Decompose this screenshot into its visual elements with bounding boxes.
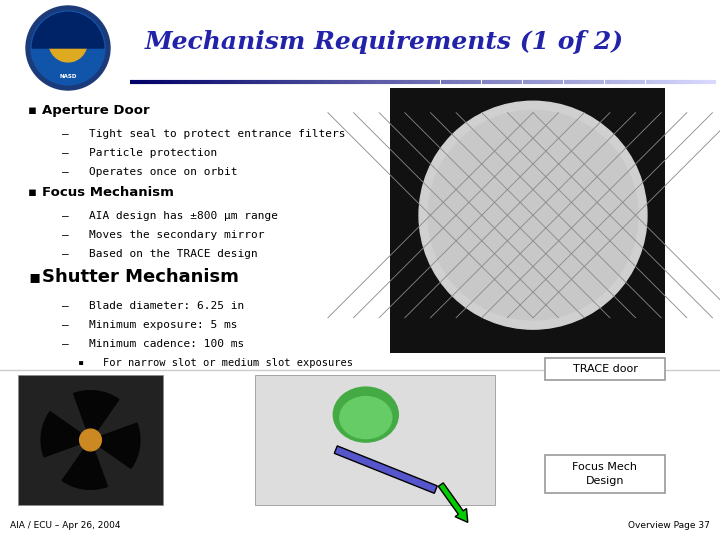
Text: AIA / ECU – Apr 26, 2004: AIA / ECU – Apr 26, 2004 xyxy=(10,521,120,530)
Text: –   Moves the secondary mirror: – Moves the secondary mirror xyxy=(62,230,264,240)
FancyArrow shape xyxy=(438,483,468,522)
Bar xyxy=(545,455,665,493)
Text: ▪: ▪ xyxy=(28,104,37,117)
Text: –   AIA design has ±800 μm range: – AIA design has ±800 μm range xyxy=(62,211,278,221)
Text: –   Minimum cadence: 100 ms: – Minimum cadence: 100 ms xyxy=(62,339,244,349)
Bar xyxy=(545,358,665,380)
Text: Focus Mech
Design: Focus Mech Design xyxy=(572,462,637,486)
Circle shape xyxy=(80,429,102,451)
Circle shape xyxy=(26,6,110,90)
Text: ▪   For narrow slot or medium slot exposures: ▪ For narrow slot or medium slot exposur… xyxy=(78,358,353,368)
Wedge shape xyxy=(41,411,91,457)
Text: ▪: ▪ xyxy=(28,268,40,286)
Ellipse shape xyxy=(333,387,398,442)
Text: –   Minimum exposure: 5 ms: – Minimum exposure: 5 ms xyxy=(62,320,238,330)
Text: –   Based on the TRACE design: – Based on the TRACE design xyxy=(62,249,258,259)
Text: TRACE door: TRACE door xyxy=(572,364,637,374)
FancyArrow shape xyxy=(334,446,437,494)
Circle shape xyxy=(419,102,647,329)
Text: Overview Page 37: Overview Page 37 xyxy=(628,521,710,530)
Wedge shape xyxy=(73,390,119,440)
Bar xyxy=(255,375,495,505)
Wedge shape xyxy=(62,440,107,489)
Wedge shape xyxy=(32,12,104,48)
Text: –   Particle protection: – Particle protection xyxy=(62,148,217,158)
Wedge shape xyxy=(91,423,140,468)
Circle shape xyxy=(31,11,105,85)
Text: NASD: NASD xyxy=(59,73,77,78)
Text: ▪: ▪ xyxy=(28,186,37,199)
Text: Focus Mechanism: Focus Mechanism xyxy=(42,186,174,199)
Text: –   Tight seal to protect entrance filters: – Tight seal to protect entrance filters xyxy=(62,129,346,139)
Ellipse shape xyxy=(340,396,392,438)
Text: –   Operates once on orbit: – Operates once on orbit xyxy=(62,167,238,177)
Text: Aperture Door: Aperture Door xyxy=(42,104,150,117)
Bar xyxy=(390,88,665,353)
Bar xyxy=(18,375,163,505)
Text: Shutter Mechanism: Shutter Mechanism xyxy=(42,268,239,286)
Text: –   Blade diameter: 6.25 in: – Blade diameter: 6.25 in xyxy=(62,301,244,311)
Text: Mechanism Requirements (1 of 2): Mechanism Requirements (1 of 2) xyxy=(145,30,624,54)
Circle shape xyxy=(49,24,87,62)
Circle shape xyxy=(428,110,638,320)
